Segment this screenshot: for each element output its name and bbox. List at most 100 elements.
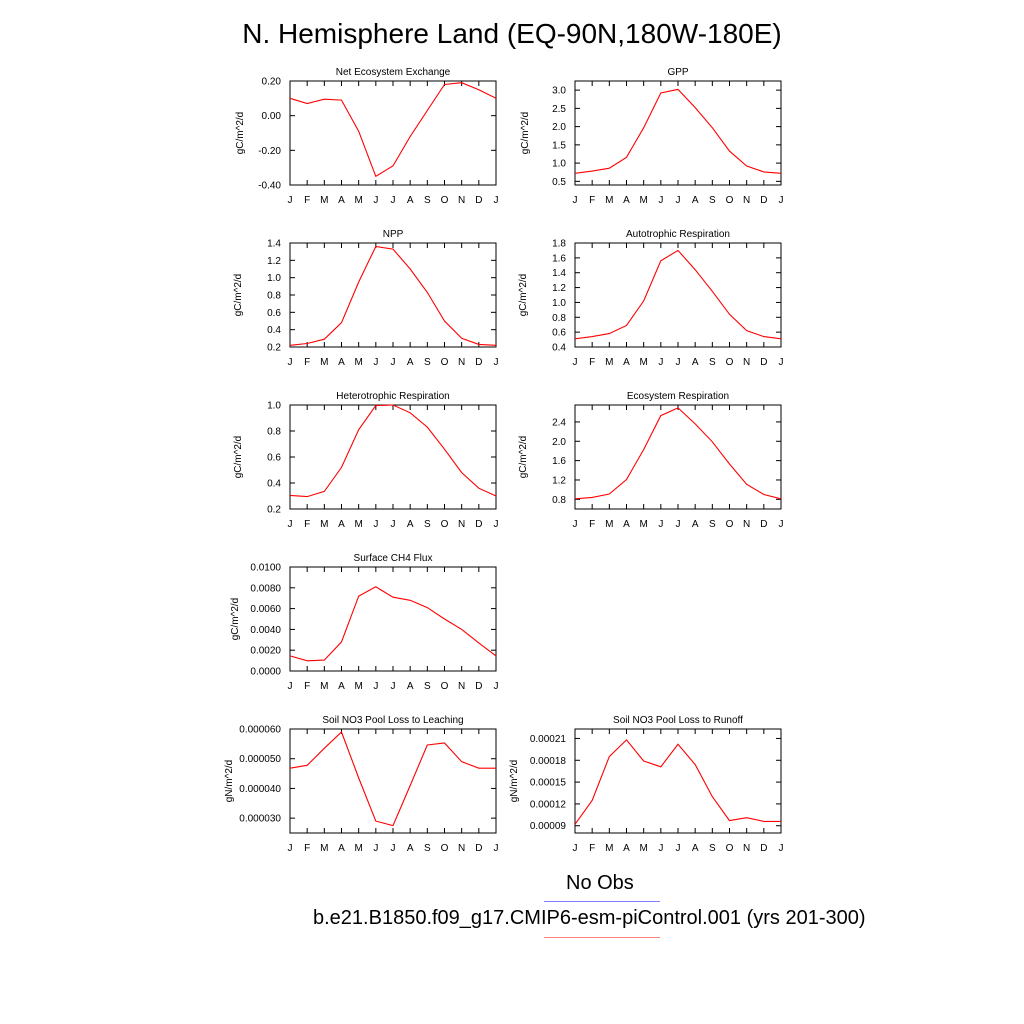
panel-1-xtick-label: D (475, 195, 482, 206)
legend-label-obs: No Obs (566, 872, 634, 894)
panel-7-ytick-label: 0.0080 (250, 583, 281, 594)
panel-1-xtick-label: J (373, 195, 378, 206)
panel-9-xtick-label: D (760, 843, 767, 854)
panel-2-ytick-label: 2.0 (552, 122, 566, 133)
panel-2-ytick-label: 0.5 (552, 177, 566, 188)
panel-2-xtick-label: A (692, 195, 699, 206)
panel-7-xtick-label: M (354, 681, 362, 692)
panel-7-series-line (289, 586, 497, 662)
panel-2-ylabel: gC/m^2/d (520, 112, 531, 155)
panel-4-ylabel: gC/m^2/d (518, 274, 529, 317)
panel-7-ytick-label: 0.0000 (250, 667, 281, 678)
panel-8: Soil NO3 Pool Loss to Leaching gN/m^2/d 0.… (224, 715, 499, 854)
panel-1-title: Net Ecosystem Exchange (336, 67, 451, 78)
panel-4-ytick-label: 1.8 (552, 239, 566, 250)
panel-9-xtick-label: F (589, 843, 595, 854)
panel-1-xtick-label: J (391, 195, 396, 206)
panel-4-xtick-label: M (605, 357, 613, 368)
panel-3-xtick-label: A (407, 357, 414, 368)
panel-5-xtick-label: J (391, 519, 396, 530)
panel-8-ytick-label: 0.000030 (239, 814, 281, 825)
panel-4-ytick-label: 0.8 (552, 313, 566, 324)
panel-2-frame (574, 80, 782, 186)
panel-6-xtick-label: M (639, 519, 647, 530)
panel-3-ytick-label: 1.2 (267, 256, 281, 267)
panel-9-xtick-label: J (573, 843, 578, 854)
panel-7-xtick-label: S (424, 681, 431, 692)
panel-3-xtick-label: J (494, 357, 499, 368)
panel-4-ytick-label: 1.6 (552, 253, 566, 264)
panel-2-xtick-label: J (779, 195, 784, 206)
panel-9-xtick-label: S (709, 843, 716, 854)
panel-2-xtick-label: J (573, 195, 578, 206)
panel-9: Soil NO3 Pool Loss to Runoff gN/m^2/d 0.00… (509, 715, 784, 854)
panel-6-xtick-label: S (709, 519, 716, 530)
panel-5-title: Heterotrophic Respiration (336, 391, 449, 402)
panel-7: Surface CH4 Flux gC/m^2/d 0.0000 0.0020 0.00… (230, 553, 499, 692)
panel-8-series-line (289, 731, 496, 827)
panel-3-series-line (289, 245, 497, 346)
panel-9-xtick-label: M (605, 843, 613, 854)
panel-2-xtick-label: D (760, 195, 767, 206)
panel-4: Autotrophic Respiration gC/m^2/d 0.4 0.6 0.8… (518, 229, 784, 368)
panel-1-xtick-label: N (458, 195, 465, 206)
panel-1-series-line (289, 82, 497, 178)
panel-8-xtick-label: J (288, 843, 293, 854)
panel-9-ytick-label: 0.00021 (530, 734, 567, 745)
panel-9-xtick-label: A (623, 843, 630, 854)
panel-5-ytick-label: 0.2 (267, 505, 281, 516)
panel-6-series-line (574, 407, 782, 500)
panel-7-title: Surface CH4 Flux (354, 553, 433, 564)
panel-6-xtick-label: A (623, 519, 630, 530)
panel-5-ylabel: gC/m^2/d (233, 436, 244, 479)
panel-7-xtick-label: A (338, 681, 345, 692)
panel-4-ytick-label: 1.0 (552, 298, 566, 309)
panel-7-xtick-label: J (391, 681, 396, 692)
panel-3-ytick-label: 0.4 (267, 325, 281, 336)
panel-2-ytick-label: 1.0 (552, 159, 566, 170)
panel-2-xtick-label: J (676, 195, 681, 206)
panel-7-xtick-label: A (407, 681, 414, 692)
panel-4-ytick-label: 0.6 (552, 328, 566, 339)
panel-6-xtick-label: J (676, 519, 681, 530)
panel-2-xtick-label: S (709, 195, 716, 206)
panel-2-xtick-label: J (658, 195, 663, 206)
panel-2-xtick-label: F (589, 195, 595, 206)
panel-1-xtick-label: M (320, 195, 328, 206)
panel-2-series-line (574, 88, 782, 174)
panel-6-ytick-label: 1.6 (552, 456, 566, 467)
panel-1-ytick-label: -0.40 (258, 181, 281, 192)
panel-9-xtick-label: J (779, 843, 784, 854)
panel-4-xtick-label: J (573, 357, 578, 368)
panel-8-xtick-label: A (407, 843, 414, 854)
panel-3-xtick-label: N (458, 357, 465, 368)
panel-3-ylabel: gC/m^2/d (233, 274, 244, 317)
panel-1-xtick-label: S (424, 195, 431, 206)
panel-1-xtick-label: F (304, 195, 310, 206)
panel-2-xtick-label: O (726, 195, 734, 206)
panel-5-xtick-label: M (354, 519, 362, 530)
panel-9-xtick-label: O (726, 843, 734, 854)
panel-5-xtick-label: A (407, 519, 414, 530)
panel-5-ytick-label: 0.8 (267, 427, 281, 438)
panel-8-xtick-label: F (304, 843, 310, 854)
panel-1-ytick-label: 0.00 (262, 111, 282, 122)
panel-7-xtick-label: J (373, 681, 378, 692)
panel-8-xtick-label: A (338, 843, 345, 854)
panel-3-title: NPP (383, 229, 404, 240)
panel-3-xtick-label: J (373, 357, 378, 368)
panel-5-xtick-label: M (320, 519, 328, 530)
panel-5-xtick-label: S (424, 519, 431, 530)
panel-4-xtick-label: O (726, 357, 734, 368)
panel-6-ytick-label: 1.2 (552, 475, 566, 486)
panel-9-title: Soil NO3 Pool Loss to Runoff (613, 715, 743, 726)
panel-7-frame (289, 566, 497, 672)
panel-8-xtick-label: S (424, 843, 431, 854)
panel-7-xtick-label: J (494, 681, 499, 692)
panel-6-xtick-label: O (726, 519, 734, 530)
panel-1: Net Ecosystem Exchange gC/m^2/d -0.40 -0.20… (235, 67, 499, 206)
panel-9-xtick-label: J (676, 843, 681, 854)
panel-7-xtick-label: D (475, 681, 482, 692)
panel-6-xtick-label: N (743, 519, 750, 530)
panel-2-title: GPP (667, 67, 688, 78)
